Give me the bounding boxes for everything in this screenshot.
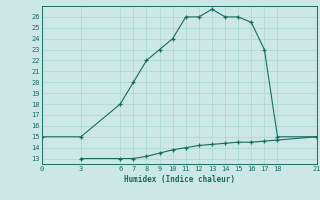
- X-axis label: Humidex (Indice chaleur): Humidex (Indice chaleur): [124, 175, 235, 184]
